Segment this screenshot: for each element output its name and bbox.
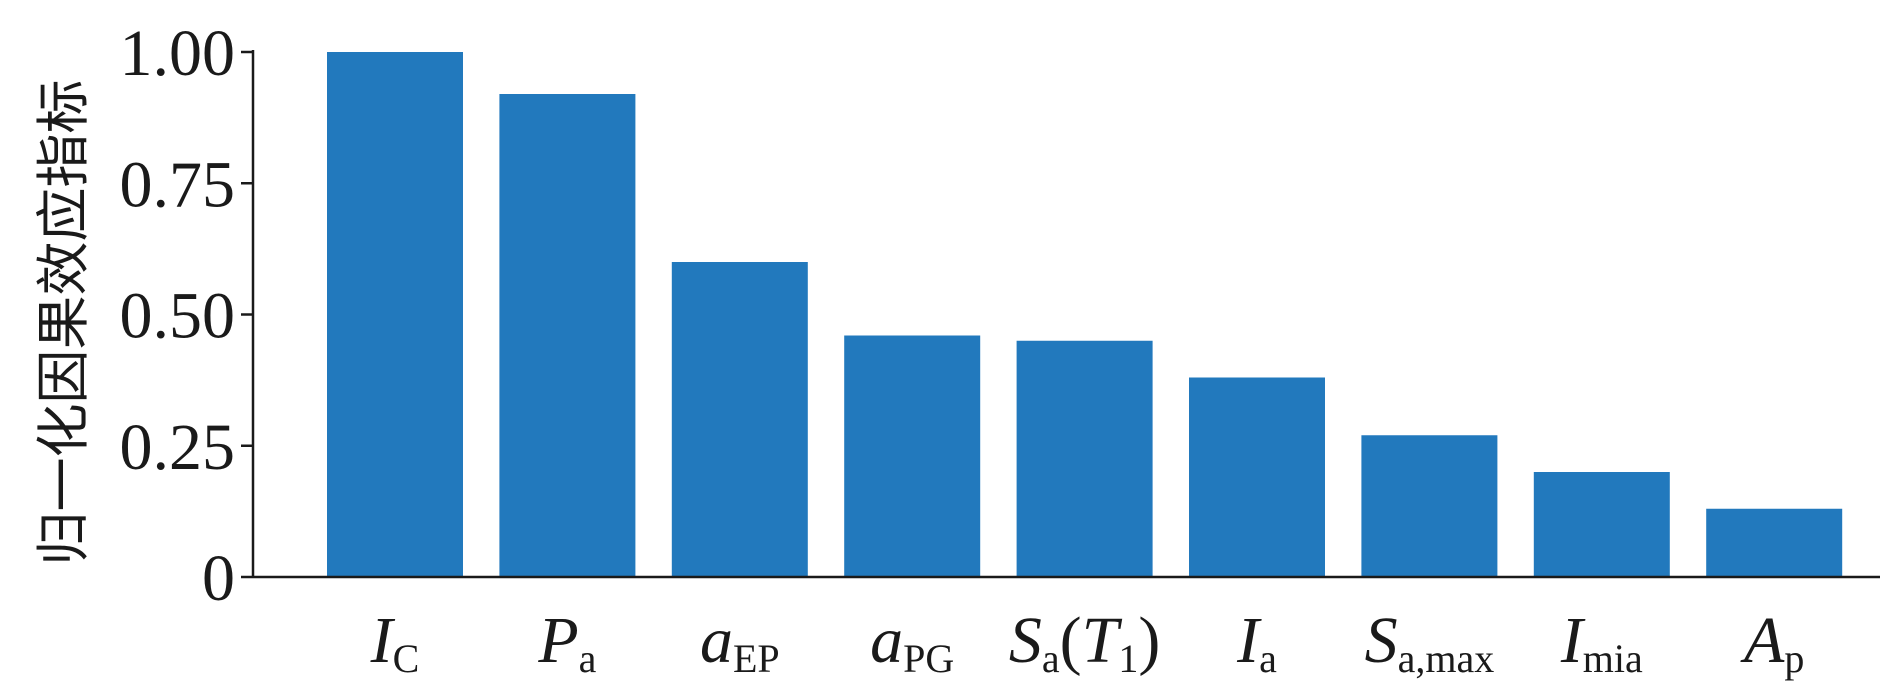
x-tick-label: Ia [1236, 604, 1277, 681]
bar [499, 94, 636, 577]
bar [671, 262, 808, 577]
bars [327, 52, 1843, 577]
x-axis: IC Pa aEP aPG Sa(T1) Ia Sa,max Imia Ap [253, 575, 1880, 681]
y-tick-label: 0 [202, 542, 235, 615]
y-axis: 0 0.25 0.50 0.75 1.00 [120, 17, 255, 615]
y-axis-label: 归一化因果效应指标 [32, 80, 95, 566]
x-tick-label: Pa [537, 604, 596, 681]
bar [1016, 340, 1153, 577]
bar [1189, 377, 1325, 577]
y-tick-label: 0.75 [120, 148, 236, 221]
bar [1706, 508, 1843, 577]
bar [327, 52, 463, 577]
bar [1361, 435, 1498, 577]
x-tick-label: Sa,max [1365, 604, 1495, 681]
x-tick-label: Imia [1560, 604, 1643, 681]
bar [844, 335, 981, 577]
x-tick-label: Ap [1740, 604, 1804, 681]
x-tick-label: aEP [700, 604, 780, 681]
x-tick-label: IC [370, 604, 420, 681]
x-tick-label: aPG [870, 604, 954, 681]
x-tick-label: Sa(T1) [1009, 604, 1160, 681]
bar [1533, 472, 1670, 577]
y-tick-label: 0.50 [120, 280, 236, 353]
y-tick-label: 0.25 [120, 411, 236, 484]
y-tick-label: 1.00 [120, 17, 236, 90]
